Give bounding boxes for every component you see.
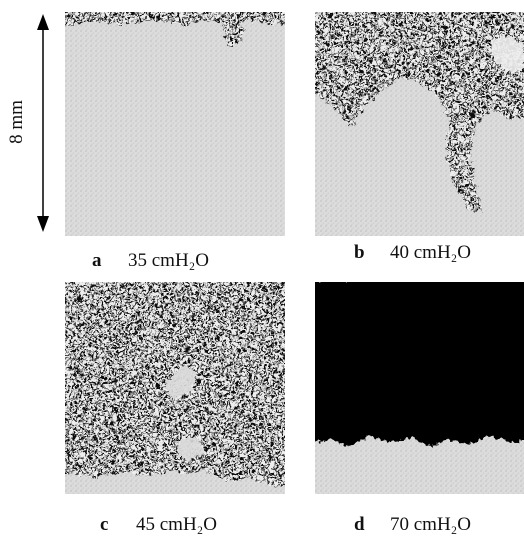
panel-image [310,280,524,494]
panel-image [60,10,290,236]
panel-caption: 45 cmH₂O [136,514,217,535]
panel-image [62,280,288,494]
figure: 8 mm a 35 cmH₂O b 40 cmH₂ [0,0,524,537]
panel-caption: 35 cmH₂O [128,250,209,271]
scale-bar [37,14,49,232]
panel-letter: a [92,250,102,271]
scale-label: 8 mm [6,100,27,144]
panel-letter: b [354,242,365,263]
panel-image [310,10,524,236]
panel-caption: 40 cmH₂O [390,242,471,263]
panel-caption: 70 cmH₂O [390,514,471,535]
panel-letter: c [100,514,108,535]
panel-letter: d [354,514,365,535]
